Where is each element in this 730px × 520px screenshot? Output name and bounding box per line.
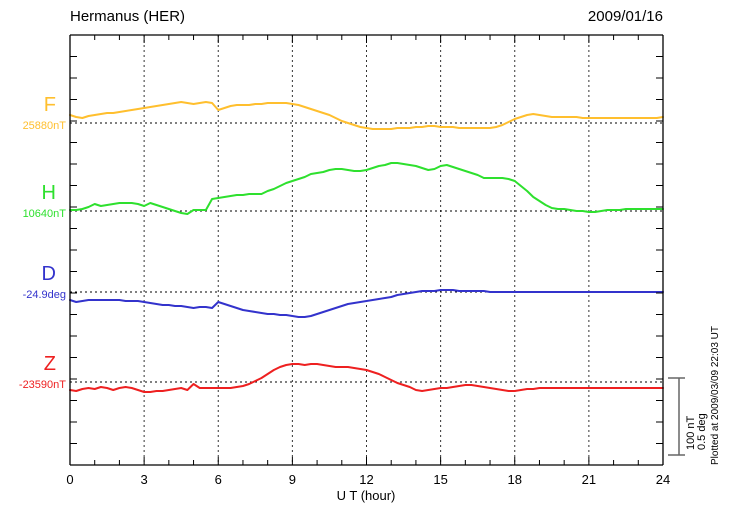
x-tick-label: 15 (433, 472, 447, 487)
trace-H (69, 162, 664, 215)
plot-frame (69, 34, 664, 466)
trace-F (69, 101, 664, 130)
component-letter-F: F (44, 94, 56, 116)
x-tick-label: 18 (508, 472, 522, 487)
x-tick-label: 3 (141, 472, 148, 487)
component-value-D: -24.9deg (23, 289, 66, 301)
scale-bar: 100 nT 0.5 deg (668, 377, 708, 456)
component-letter-Z: Z (44, 353, 56, 375)
component-letter-D: D (42, 263, 56, 285)
trace-D (69, 289, 664, 318)
x-tick-label: 9 (289, 472, 296, 487)
scale-bar-label-deg: 0.5 deg (696, 413, 708, 450)
plotted-at-label: Plotted at 2009/03/09 22:03 UT (710, 326, 721, 465)
x-tick-labels: 0 3 6 9 12 15 18 21 24 (66, 472, 670, 487)
component-value-F: 25880nT (23, 120, 67, 132)
component-letter-H: H (42, 182, 56, 204)
observation-date: 2009/01/16 (587, 8, 663, 25)
scale-bar-label-nt: 100 nT (685, 415, 697, 450)
x-tick-label: 6 (215, 472, 222, 487)
component-labels: F 25880nT H 10640nT D -24.9deg Z -23590nT (19, 94, 66, 391)
grid-layer (143, 35, 590, 465)
x-axis-title: U T (hour) (337, 488, 396, 503)
component-value-H: 10640nT (23, 208, 67, 220)
x-tick-label: 0 (66, 472, 73, 487)
x-tick-label: 21 (582, 472, 596, 487)
x-tick-label: 12 (359, 472, 373, 487)
x-tick-label: 24 (656, 472, 670, 487)
trace-Z (69, 363, 664, 393)
component-value-Z: -23590nT (19, 379, 66, 391)
baseline-layer (70, 122, 663, 383)
station-title: Hermanus (HER) (70, 8, 186, 25)
traces-layer (69, 101, 664, 393)
